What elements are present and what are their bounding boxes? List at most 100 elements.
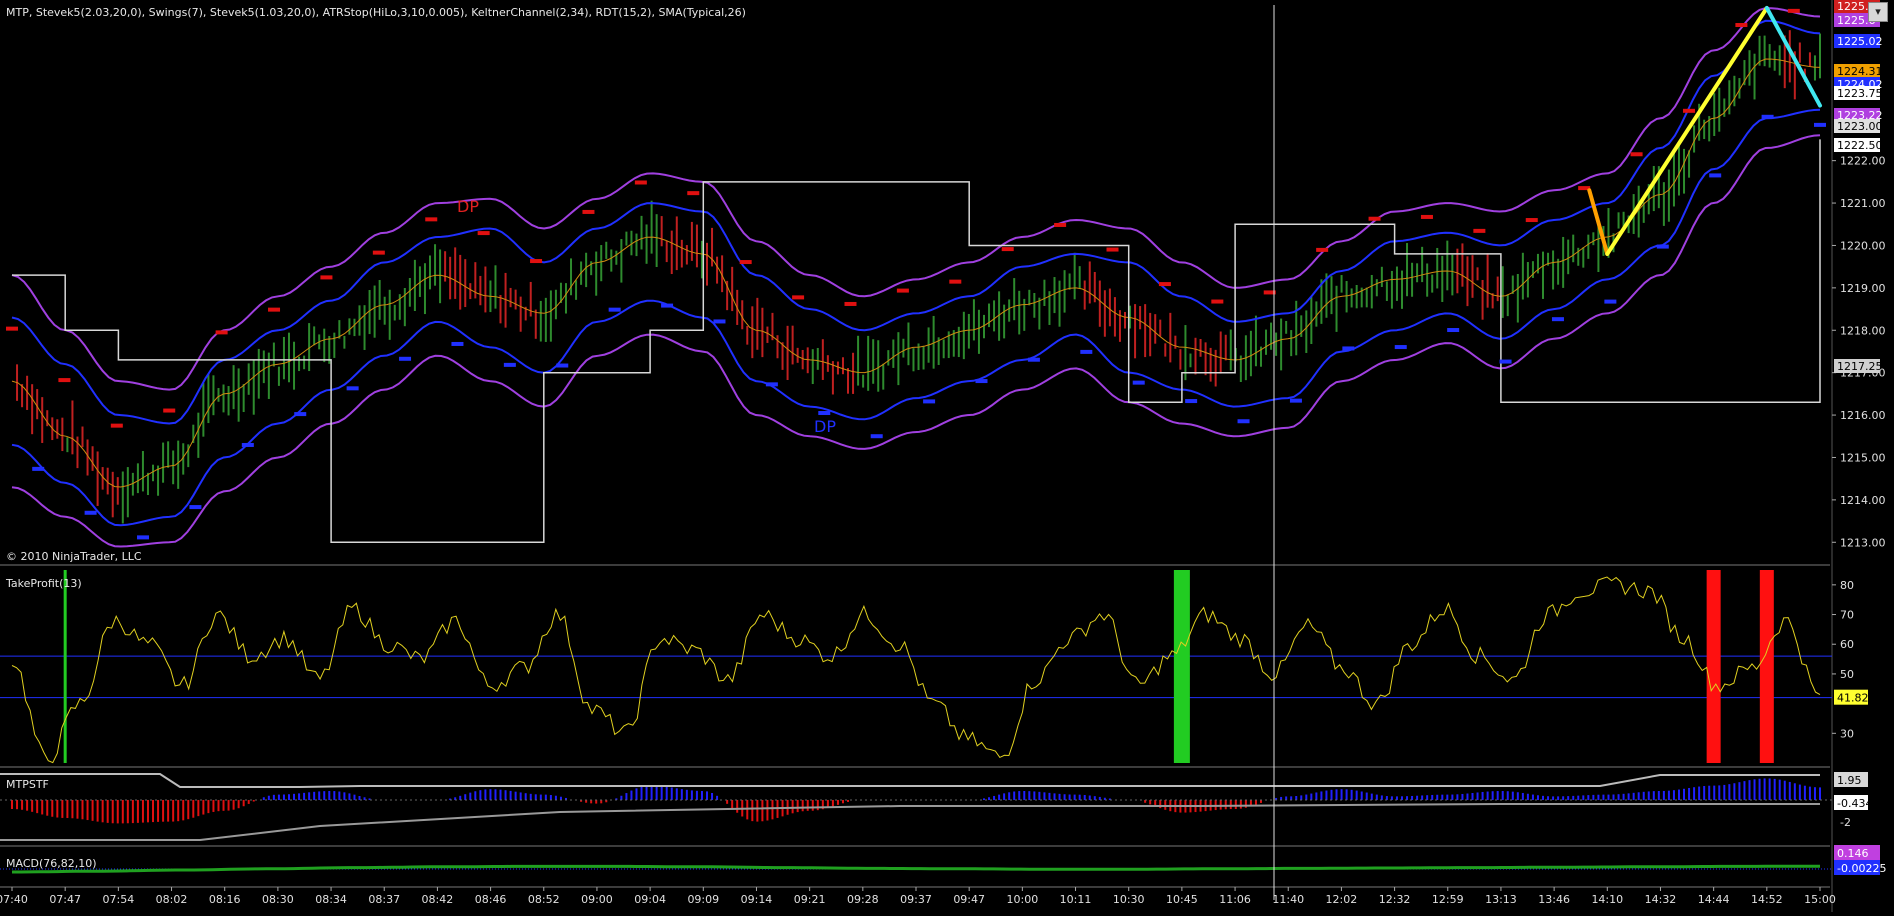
- time-tick-label: 08:52: [528, 893, 560, 906]
- time-tick-label: 08:37: [368, 893, 400, 906]
- support-dash: [1814, 122, 1826, 127]
- takeprofit-signal-bar: [1759, 570, 1774, 763]
- takeprofit-tick-label: 80: [1840, 579, 1854, 592]
- mtpstf-tick-label: -2: [1840, 816, 1851, 829]
- dp-annotation-bottom: DP: [814, 417, 836, 436]
- support-dash: [818, 411, 831, 416]
- takeprofit-line: [11, 576, 1821, 764]
- stevek-lower-band: [11, 108, 1821, 527]
- keltner-upper-line: [11, 7, 1821, 391]
- sma-line: [11, 58, 1821, 488]
- zigzag-orange-line: [1587, 188, 1610, 256]
- time-tick-label: 12:32: [1379, 893, 1411, 906]
- resistance-dash: [1368, 216, 1381, 221]
- support-dash: [1394, 345, 1407, 350]
- time-tick-label: 10:11: [1060, 893, 1092, 906]
- support-dash: [1499, 359, 1512, 364]
- time-tick-label: 08:30: [262, 893, 294, 906]
- price-value-label: 1223.75: [1837, 87, 1883, 100]
- resistance-dash: [268, 307, 281, 312]
- support-dash: [241, 442, 254, 447]
- zigzag-cyan-line: [1764, 6, 1822, 108]
- time-tick-label: 14:10: [1591, 893, 1623, 906]
- time-tick-label: 09:47: [953, 893, 985, 906]
- price-tick-label: 1222.00: [1840, 155, 1886, 168]
- macd-panel[interactable]: 0.146 -0.00225: [0, 845, 1886, 875]
- support-dash: [294, 412, 307, 417]
- support-dash: [1709, 173, 1722, 178]
- price-value-label: 1222.50: [1837, 139, 1883, 152]
- time-tick-label: 09:09: [687, 893, 719, 906]
- time-tick-label: 09:37: [900, 893, 932, 906]
- chart-menu-button[interactable]: ▾: [1868, 2, 1888, 22]
- support-dash: [1656, 244, 1669, 249]
- takeprofit-tick-label: 50: [1840, 668, 1854, 681]
- resistance-dash: [1525, 218, 1538, 223]
- mtpstf-panel[interactable]: 1.95 -0.434 -2: [0, 772, 1872, 841]
- resistance-dash: [1054, 222, 1067, 227]
- resistance-dash: [1682, 108, 1695, 113]
- resistance-dash: [530, 259, 543, 264]
- time-tick-label: 13:13: [1485, 893, 1517, 906]
- keltner-lower-line: [11, 134, 1821, 548]
- resistance-dash: [949, 279, 962, 284]
- support-dash: [923, 399, 936, 404]
- resistance-dash: [1211, 299, 1224, 304]
- support-dash: [1080, 349, 1093, 354]
- support-dash: [661, 303, 674, 308]
- resistance-dash: [1473, 228, 1486, 233]
- mtpstf-title: MTPSTF: [6, 778, 49, 791]
- time-tick-label: 09:28: [847, 893, 879, 906]
- support-dash: [1342, 346, 1355, 351]
- time-tick-label: 10:00: [1007, 893, 1039, 906]
- copyright-label: © 2010 NinjaTrader, LLC: [6, 550, 142, 563]
- support-dash: [1551, 317, 1564, 322]
- takeprofit-signal-bar: [63, 570, 67, 763]
- resistance-dash: [634, 180, 647, 185]
- zigzag-yellow-line: [1605, 6, 1769, 256]
- macd-value-label: 0.146: [1837, 847, 1869, 860]
- price-value-label: 1217.25: [1837, 360, 1883, 373]
- support-dash: [451, 341, 464, 346]
- resistance-dash: [372, 250, 385, 255]
- resistance-dash: [1787, 8, 1800, 13]
- time-tick-label: 10:45: [1166, 893, 1198, 906]
- price-tick-label: 1219.00: [1840, 282, 1886, 295]
- resistance-dash: [1316, 247, 1329, 252]
- price-value-label: 1225.6: [1837, 14, 1876, 27]
- price-value-tag: [1834, 108, 1880, 122]
- price-value-label: 1223.00: [1837, 120, 1883, 133]
- takeprofit-signal-bar: [1706, 570, 1721, 763]
- time-tick-label: 08:16: [209, 893, 241, 906]
- mtpstf-value-label: 1.95: [1837, 774, 1862, 787]
- time-tick-label: 11:06: [1219, 893, 1251, 906]
- macd-line: [12, 864, 1820, 874]
- price-value-tag: [1834, 86, 1880, 100]
- takeprofit-signal-bar: [1173, 570, 1190, 763]
- time-tick-label: 08:46: [475, 893, 507, 906]
- time-tick-label: 14:44: [1698, 893, 1730, 906]
- time-tick-label: 09:00: [581, 893, 613, 906]
- support-dash: [1604, 299, 1617, 304]
- resistance-dash: [1106, 247, 1119, 252]
- takeprofit-tick-label: 30: [1840, 727, 1854, 740]
- takeprofit-panel[interactable]: 80 70 60 50 30 41.82: [0, 570, 1869, 764]
- price-panel[interactable]: [6, 6, 1826, 548]
- mtpstf-value-tag: [1834, 772, 1868, 787]
- atr-stop-line: [12, 139, 1821, 544]
- resistance-dash: [792, 295, 805, 300]
- time-axis: 1222.00 1221.00 1220.00 1219.00 1218.00 1217.…: [0, 155, 1886, 906]
- takeprofit-tick-label: 70: [1840, 609, 1854, 622]
- resistance-dash: [1158, 282, 1171, 287]
- time-tick-label: 11:40: [1272, 893, 1304, 906]
- takeprofit-tick-label: 60: [1840, 638, 1854, 651]
- mtpstf-value-label: -0.434: [1837, 797, 1872, 810]
- mtpstf-lower-line: [0, 803, 1820, 841]
- support-dash: [1289, 398, 1302, 403]
- takeprofit-title: TakeProfit(13): [5, 577, 82, 590]
- price-tags: 1225.91225.61225.021224.311224.021223.75…: [1834, 0, 1883, 373]
- time-tick-label: 15:00: [1804, 893, 1836, 906]
- time-tick-label: 14:32: [1645, 893, 1677, 906]
